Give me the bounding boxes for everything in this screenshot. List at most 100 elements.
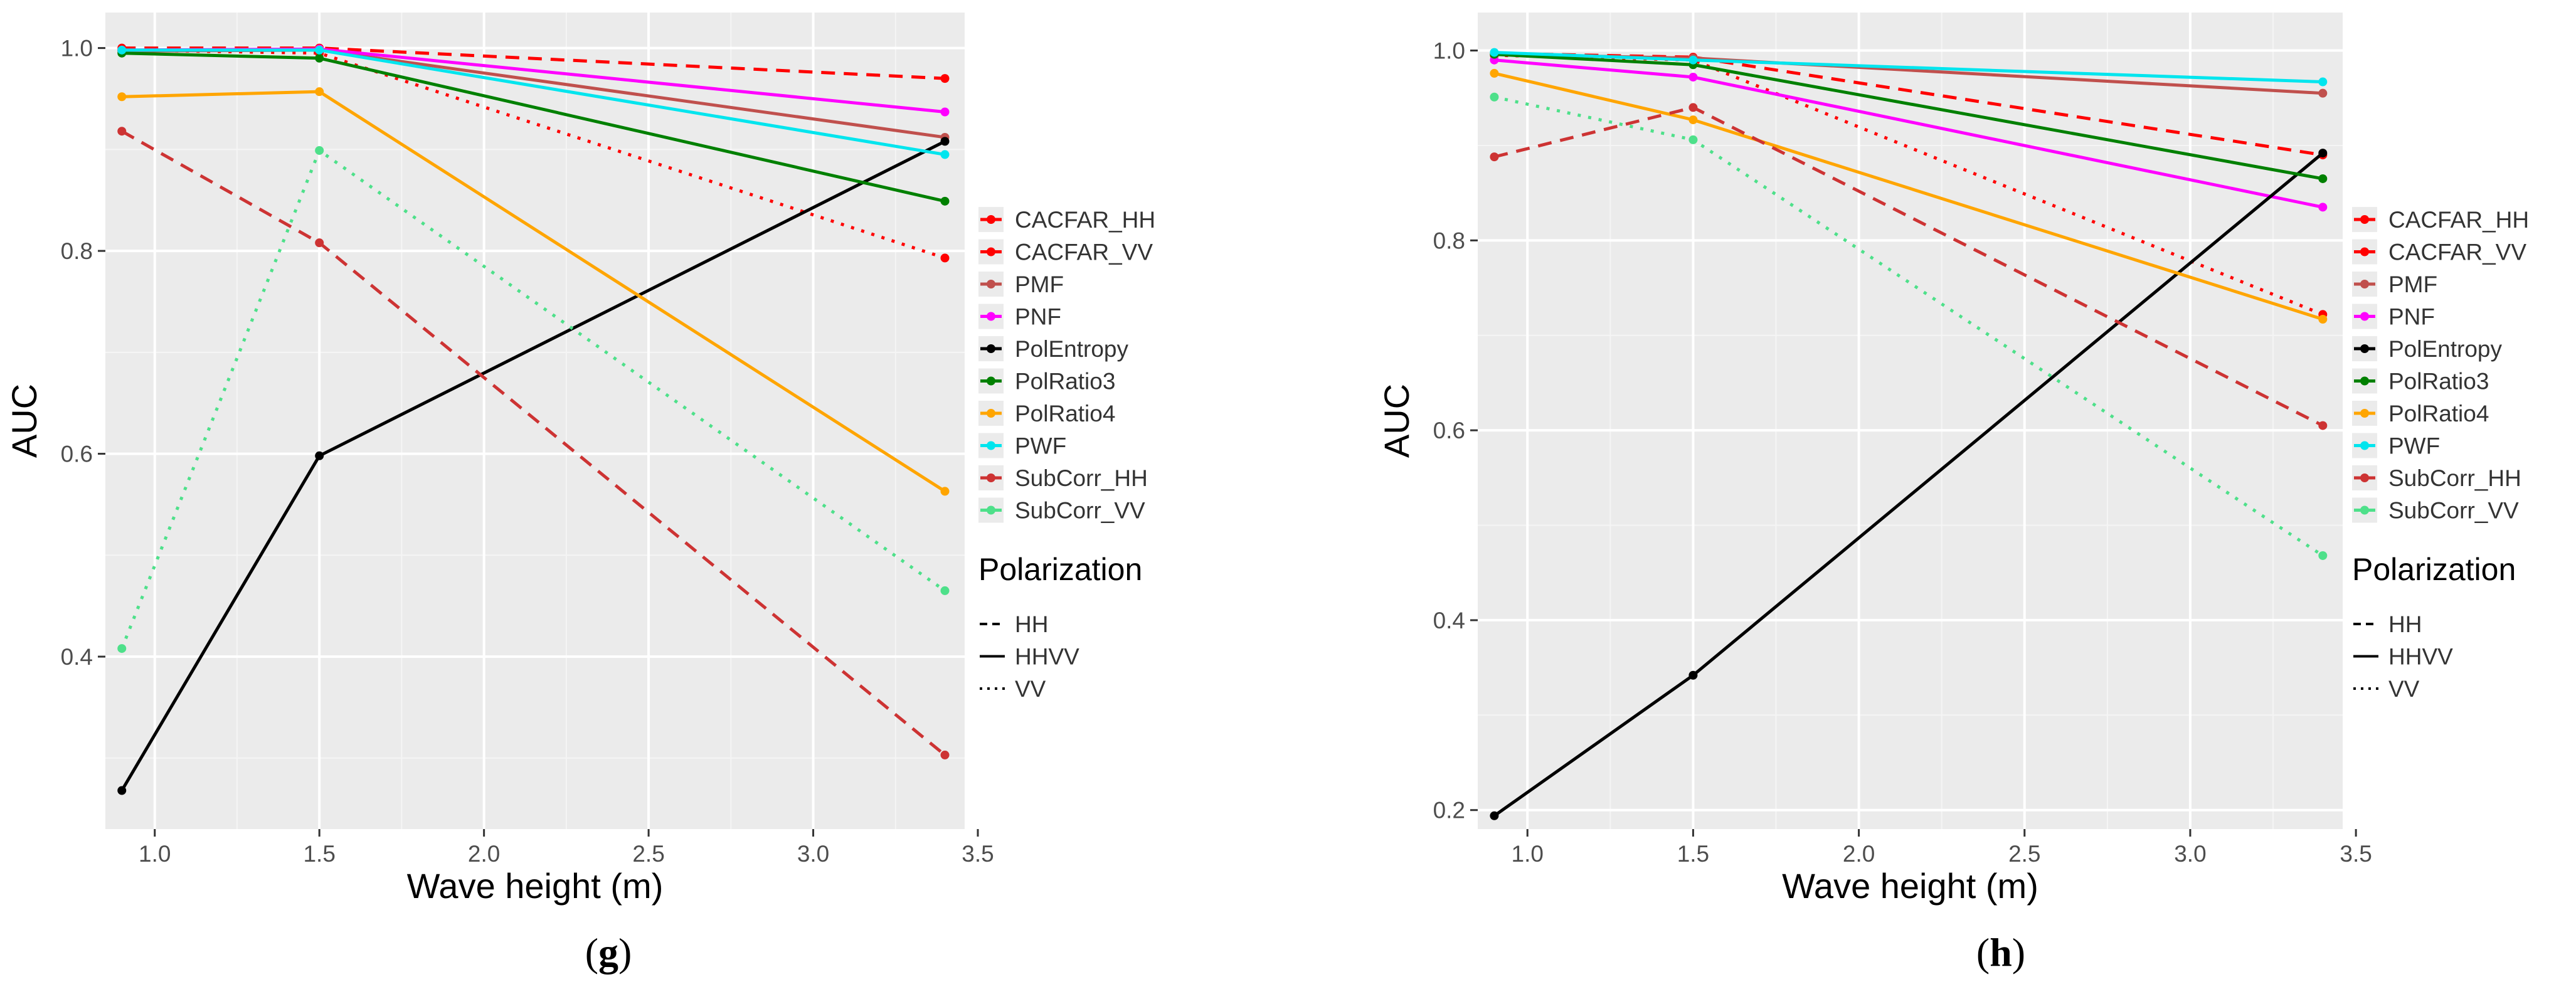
legend-label-pwf: PWF [2388,433,2440,459]
y-tick-label: 0.8 [61,238,93,264]
legend-key-point [987,376,995,386]
legend-key-point [2360,376,2369,386]
legend-label-hh: HH [2388,611,2422,637]
x-axis-title: Wave height (m) [1782,866,2038,906]
y-axis-title: AUC [4,384,44,458]
data-point-subcorr-hh [1490,152,1499,162]
data-point-pwf [117,45,127,55]
legend-key-point [987,215,995,224]
grid [105,13,979,829]
data-point-pwf [940,150,950,159]
data-point-pnf [2318,203,2328,212]
y-tick-label: 0.6 [61,441,93,467]
data-point-pnf [940,107,950,117]
legend-label-vv: VV [1015,676,1046,702]
data-point-polratio4 [117,92,127,102]
data-point-polratio4 [940,487,950,496]
legend-key-point [987,441,995,450]
x-tick-label: 1.5 [1677,841,1709,867]
data-point-pwf [1688,55,1698,65]
x-tick-label: 1.0 [139,841,171,867]
legend-label-polentropy: PolEntropy [1015,336,1128,362]
legend-label-polentropy: PolEntropy [2388,336,2502,362]
data-point-subcorr-vv [1688,135,1698,144]
legend-label-hhvv: HHVV [1015,644,1079,670]
legend-label-polratio4: PolRatio4 [1015,401,1115,426]
legend-key-point [2360,409,2369,418]
x-axis-title: Wave height (m) [407,866,664,906]
y-tick-label: 1.0 [1433,38,1465,64]
y-tick-label: 0.8 [1433,228,1465,253]
data-point-pwf [1490,48,1499,57]
y-axis-title: AUC [1377,384,1416,458]
data-point-subcorr-hh [2318,421,2328,430]
data-point-subcorr-hh [117,127,127,136]
legend-label-subcorr-hh: SubCorr_HH [1015,465,1148,491]
series-line-cacfar-hh [122,46,945,80]
y-tick-label: 0.4 [61,644,93,670]
grid [1478,13,2358,829]
panel-caption: (g) [585,930,632,975]
legend-label-subcorr-vv: SubCorr_VV [1015,498,1145,524]
panel-caption: (h) [1976,930,2025,975]
data-point-pwf [2318,77,2328,87]
legend-label-subcorr-vv: SubCorr_VV [2388,498,2519,524]
data-point-polratio4 [2318,315,2328,324]
x-tick-label: 2.0 [468,841,500,867]
data-point-subcorr-vv [1490,92,1499,102]
x-tick-label: 2.0 [1843,841,1875,867]
data-point-subcorr-hh [1688,103,1698,112]
legend-key-point [2360,280,2369,288]
legend-label-pmf: PMF [2388,272,2437,297]
y-tick-label: 0.4 [1433,608,1465,633]
series-group [117,43,950,795]
legend-label-polratio3: PolRatio3 [1015,369,1115,394]
legend-key-point [987,473,995,482]
data-point-subcorr-hh [940,750,950,759]
y-tick-label: 0.6 [1433,418,1465,443]
legend-key-point [987,312,995,321]
legend-label-pmf: PMF [1015,272,1064,297]
data-point-polratio4 [315,87,324,97]
legend-title-polarization: Polarization [2352,552,2516,587]
legend-key-point [2360,312,2369,321]
legend-label-cacfar-vv: CACFAR_VV [2388,240,2526,265]
legend-key-point [987,505,995,515]
legend-label-pnf: PNF [1015,304,1061,330]
x-tick-label: 3.5 [2340,841,2372,867]
data-point-cacfar-vv [940,253,950,263]
x-tick-label: 3.0 [797,841,829,867]
legend-label-polratio4: PolRatio4 [2388,401,2489,426]
legend: CACFAR_HH CACFAR_VV PMF PNF PolEntropy PolRat… [978,207,1155,702]
data-point-subcorr-vv [117,644,127,653]
legend-key-point [2360,215,2369,224]
x-tick-label: 3.0 [2174,841,2206,867]
legend-label-cacfar-vv: CACFAR_VV [1015,240,1153,265]
legend-key-point [2360,344,2369,353]
x-tick-label: 1.0 [1512,841,1544,867]
legend-key-point [2360,473,2369,482]
y-tick-label: 0.2 [1433,798,1465,823]
data-point-subcorr-vv [940,586,950,595]
data-point-pwf [315,45,324,55]
legend-label-polratio3: PolRatio3 [2388,369,2489,394]
legend-label-subcorr-hh: SubCorr_HH [2388,465,2521,491]
legend-key-point [2360,247,2369,256]
data-point-polratio3 [315,53,324,63]
data-point-polratio4 [1688,115,1698,125]
data-point-subcorr-vv [315,145,324,155]
plot-background [1478,13,2343,829]
data-point-polentropy [117,786,127,795]
data-point-polentropy [2318,149,2328,158]
data-point-polentropy [940,137,950,146]
data-point-pmf [2318,88,2328,98]
chart-panel-g: 0.4 0.6 0.8 1.0 1.0 1.5 2.0 2.5 3.0 3.5 Wave heigh… [4,13,1155,975]
y-tick-label: 1.0 [61,36,93,61]
legend-key-point [987,280,995,288]
x-tick-label: 1.5 [303,841,335,867]
legend-key-point [2360,441,2369,450]
legend-key-point [987,247,995,256]
data-point-polentropy [1688,670,1698,680]
data-point-subcorr-vv [2318,551,2328,560]
